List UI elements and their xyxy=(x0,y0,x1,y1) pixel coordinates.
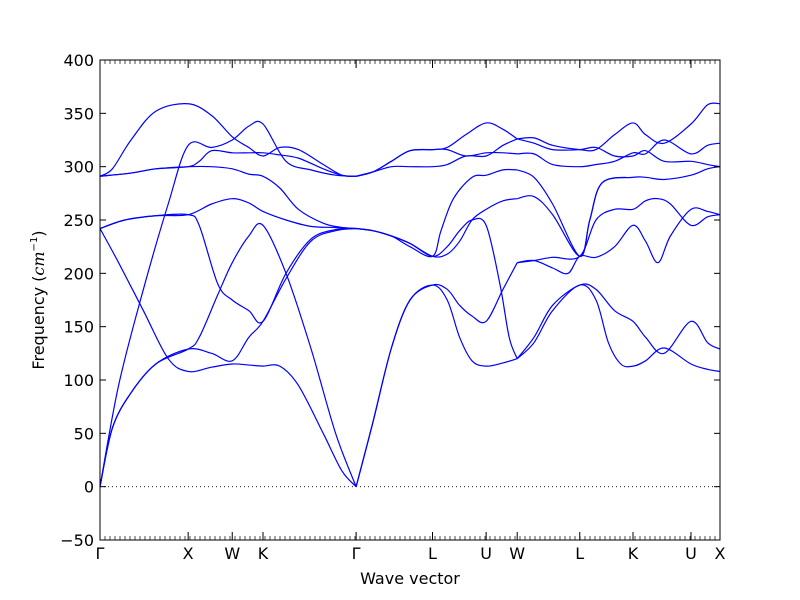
x-axis-label: Wave vector xyxy=(360,569,460,588)
y-tick-label: 0 xyxy=(84,478,94,497)
phonon-branch-6 xyxy=(100,213,357,324)
minor-ticks xyxy=(99,60,721,540)
y-axis-label-close: ) xyxy=(29,230,48,236)
y-tick-label: 100 xyxy=(63,371,94,390)
y-axis-label-exponent: −1 xyxy=(29,237,40,252)
x-tick-label: U xyxy=(685,544,697,563)
phonon-branch-4 xyxy=(100,228,357,488)
phonon-branch-19 xyxy=(516,284,720,373)
y-tick-label: 400 xyxy=(63,51,94,70)
x-tick-label: W xyxy=(509,544,525,563)
y-tick-label: 50 xyxy=(74,424,94,443)
x-tick-label: Γ xyxy=(96,544,105,563)
phonon-branch-24 xyxy=(517,102,720,152)
phonon-branch-23 xyxy=(516,169,634,257)
x-tick-label: K xyxy=(258,544,269,563)
plot-frame xyxy=(99,59,721,541)
phonon-branch-21 xyxy=(517,197,720,264)
series-layer xyxy=(100,102,720,488)
y-axis: −50 0 50 100 150 200 250 300 350 400 xyxy=(60,51,720,550)
phonon-branch-9 xyxy=(100,149,357,177)
phonon-branch-2 xyxy=(100,222,357,487)
y-axis-label: Frequency (cm−1) xyxy=(29,230,48,369)
x-tick-label: X xyxy=(715,544,726,563)
y-axis-label-main: Frequency ( xyxy=(29,276,48,370)
y-tick-label: 250 xyxy=(63,211,94,230)
y-tick-label: 200 xyxy=(63,264,94,283)
x-tick-label: Γ xyxy=(352,544,361,563)
y-tick-label: 350 xyxy=(63,104,94,123)
x-tick-label: W xyxy=(224,544,240,563)
y-tick-label: 150 xyxy=(63,318,94,337)
phonon-branch-11 xyxy=(355,262,518,487)
y-tick-label: 300 xyxy=(63,158,94,177)
phonon-branch-3 xyxy=(100,120,357,487)
x-tick-label: U xyxy=(480,544,492,563)
x-tick-label: L xyxy=(575,544,584,563)
x-tick-label: X xyxy=(183,544,194,563)
phonon-branch-7 xyxy=(100,102,357,178)
y-tick-label: −50 xyxy=(60,531,94,550)
x-tick-label: L xyxy=(428,544,437,563)
phonon-branch-20 xyxy=(517,207,720,275)
phonon-branch-17 xyxy=(355,138,518,177)
x-tick-label: K xyxy=(628,544,639,563)
phonon-branch-16 xyxy=(355,148,518,177)
phonon-branch-18 xyxy=(516,283,720,360)
phonon-branch-26 xyxy=(517,138,720,168)
phonon-branch-14 xyxy=(356,168,518,258)
y-axis-label-unit: cm xyxy=(29,251,48,275)
